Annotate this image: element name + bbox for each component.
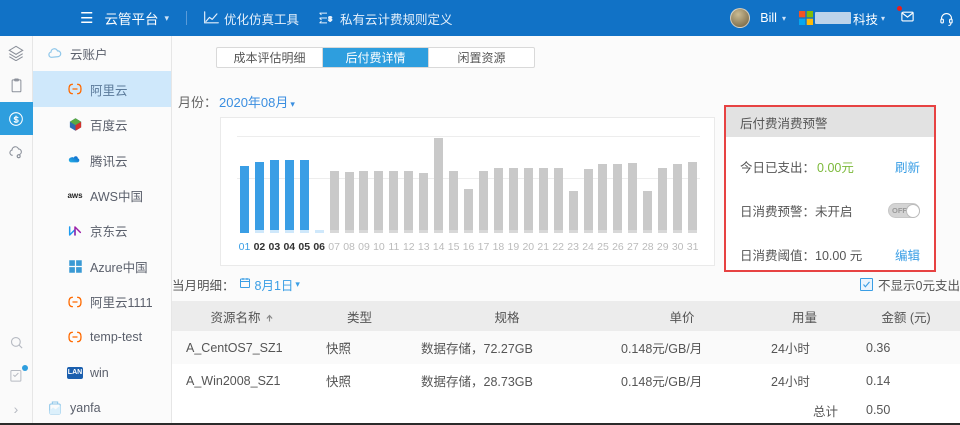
svg-text:$: $	[328, 16, 332, 23]
